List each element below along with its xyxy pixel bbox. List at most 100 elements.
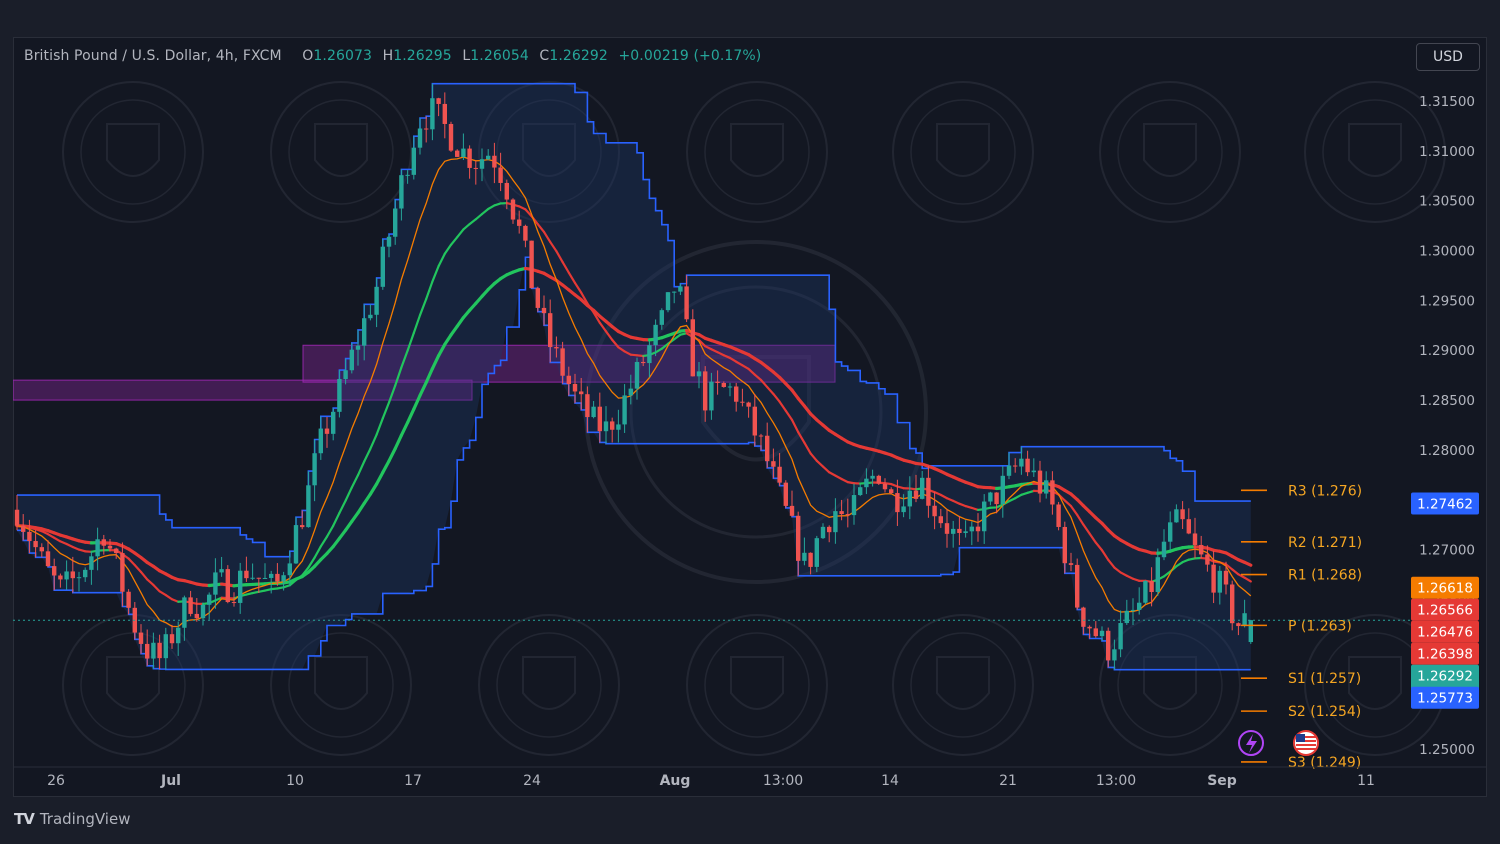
ma-segment [1224,563,1234,571]
candle [727,382,733,397]
watermark-ring [62,81,204,223]
lightning-bolt-icon [1246,734,1257,753]
candle [938,508,943,528]
candle-body [1217,570,1222,593]
ma-segment [325,524,335,538]
candle [219,556,224,577]
candle [932,492,937,530]
ma-segment [1243,576,1252,583]
candle [393,199,398,245]
candle [926,465,931,518]
price-tag-bg [1411,576,1479,599]
currency-button[interactable]: USD [1416,43,1480,71]
candle-body [1106,630,1111,661]
candle [672,291,677,304]
candle-body [597,406,602,432]
candle [1230,580,1235,631]
ma-segment [319,535,329,548]
ma-segment [152,583,161,593]
candle-body [740,401,745,403]
watermark-ring-inner [288,632,394,738]
candle-body [405,174,410,176]
ma-segment [455,316,465,328]
symbol-name[interactable]: British Pound / U.S. Dollar, 4h, FXCM [24,48,282,64]
candle [1118,610,1123,658]
candle [882,478,888,493]
watermark-shield-icon [106,123,160,177]
candle [256,577,261,593]
ma-segment [449,324,459,337]
ma-segment [952,499,961,505]
ma-segment [313,545,322,559]
ma-segment [722,354,732,360]
candle-body [262,577,268,579]
candle [752,394,757,447]
ma-segment [1242,560,1253,567]
ma-segment [425,280,434,301]
candle [1192,517,1198,559]
candle [89,551,94,585]
candle-body [1044,480,1049,494]
candle [200,602,206,626]
high-value: 1.26295 [393,48,452,64]
candle-body [95,539,100,557]
watermark-ring-inner [288,99,394,205]
price-tag-bg [1411,686,1479,709]
candle-body [14,509,20,526]
candle [746,401,751,418]
candle-body [560,348,565,376]
candle-body [442,103,447,124]
candle [622,384,627,433]
candle-body [27,531,32,542]
candle [1248,619,1253,644]
channel-lower-line [17,256,1251,671]
tradingview-brand[interactable]: TV TradingView [14,810,130,828]
price-tag-label: 1.26566 [1417,603,1473,619]
candle [405,170,410,184]
ma-segment [394,366,403,387]
candle [610,417,615,443]
ma-segment [368,482,379,496]
candle-body [783,482,788,506]
candle-body [969,526,974,532]
time-axis[interactable]: 26 Jul 10 17 24 Aug 13:00 14 21 13:00 Sep 11 [47,773,1375,789]
candle-body [461,148,466,157]
candle-body [684,286,689,320]
candle-body [1137,602,1142,610]
ma-segment [127,557,136,567]
candle [368,304,373,321]
candle-body [1013,465,1018,467]
candle-body [529,240,534,289]
candle [820,523,826,540]
price-chart[interactable]: R3 (1.276) R2 (1.271) R1 (1.268) P (1.263) S… [13,37,1487,797]
symbol-legend[interactable]: British Pound / U.S. Dollar, 4h, FXCM O1… [24,48,761,64]
candle [231,592,237,607]
candle [690,309,695,377]
candle [566,366,571,396]
ma-segment [430,354,441,371]
candle [386,234,392,258]
price-tag-label: 1.26618 [1417,581,1473,597]
candle [120,542,125,607]
candle-body [591,406,596,418]
candle-body [293,525,299,564]
candle [275,563,280,586]
close-label: C [539,48,550,64]
ma-segment [338,499,347,515]
candle [758,433,764,451]
event-markers[interactable] [1238,730,1319,756]
candle [1031,458,1036,477]
candle-body [1186,519,1191,534]
ma-segment [331,536,341,549]
zone-rect [13,379,473,401]
ma-segment [840,477,849,484]
candle [467,145,472,179]
candle [1217,565,1222,605]
pivot-label: R2 (1.271) [1288,535,1362,551]
candle-body [337,379,342,412]
candle-body [169,634,175,644]
candle [696,361,702,389]
candle-body [951,528,956,534]
candle [963,520,968,538]
candle-body [207,594,212,605]
